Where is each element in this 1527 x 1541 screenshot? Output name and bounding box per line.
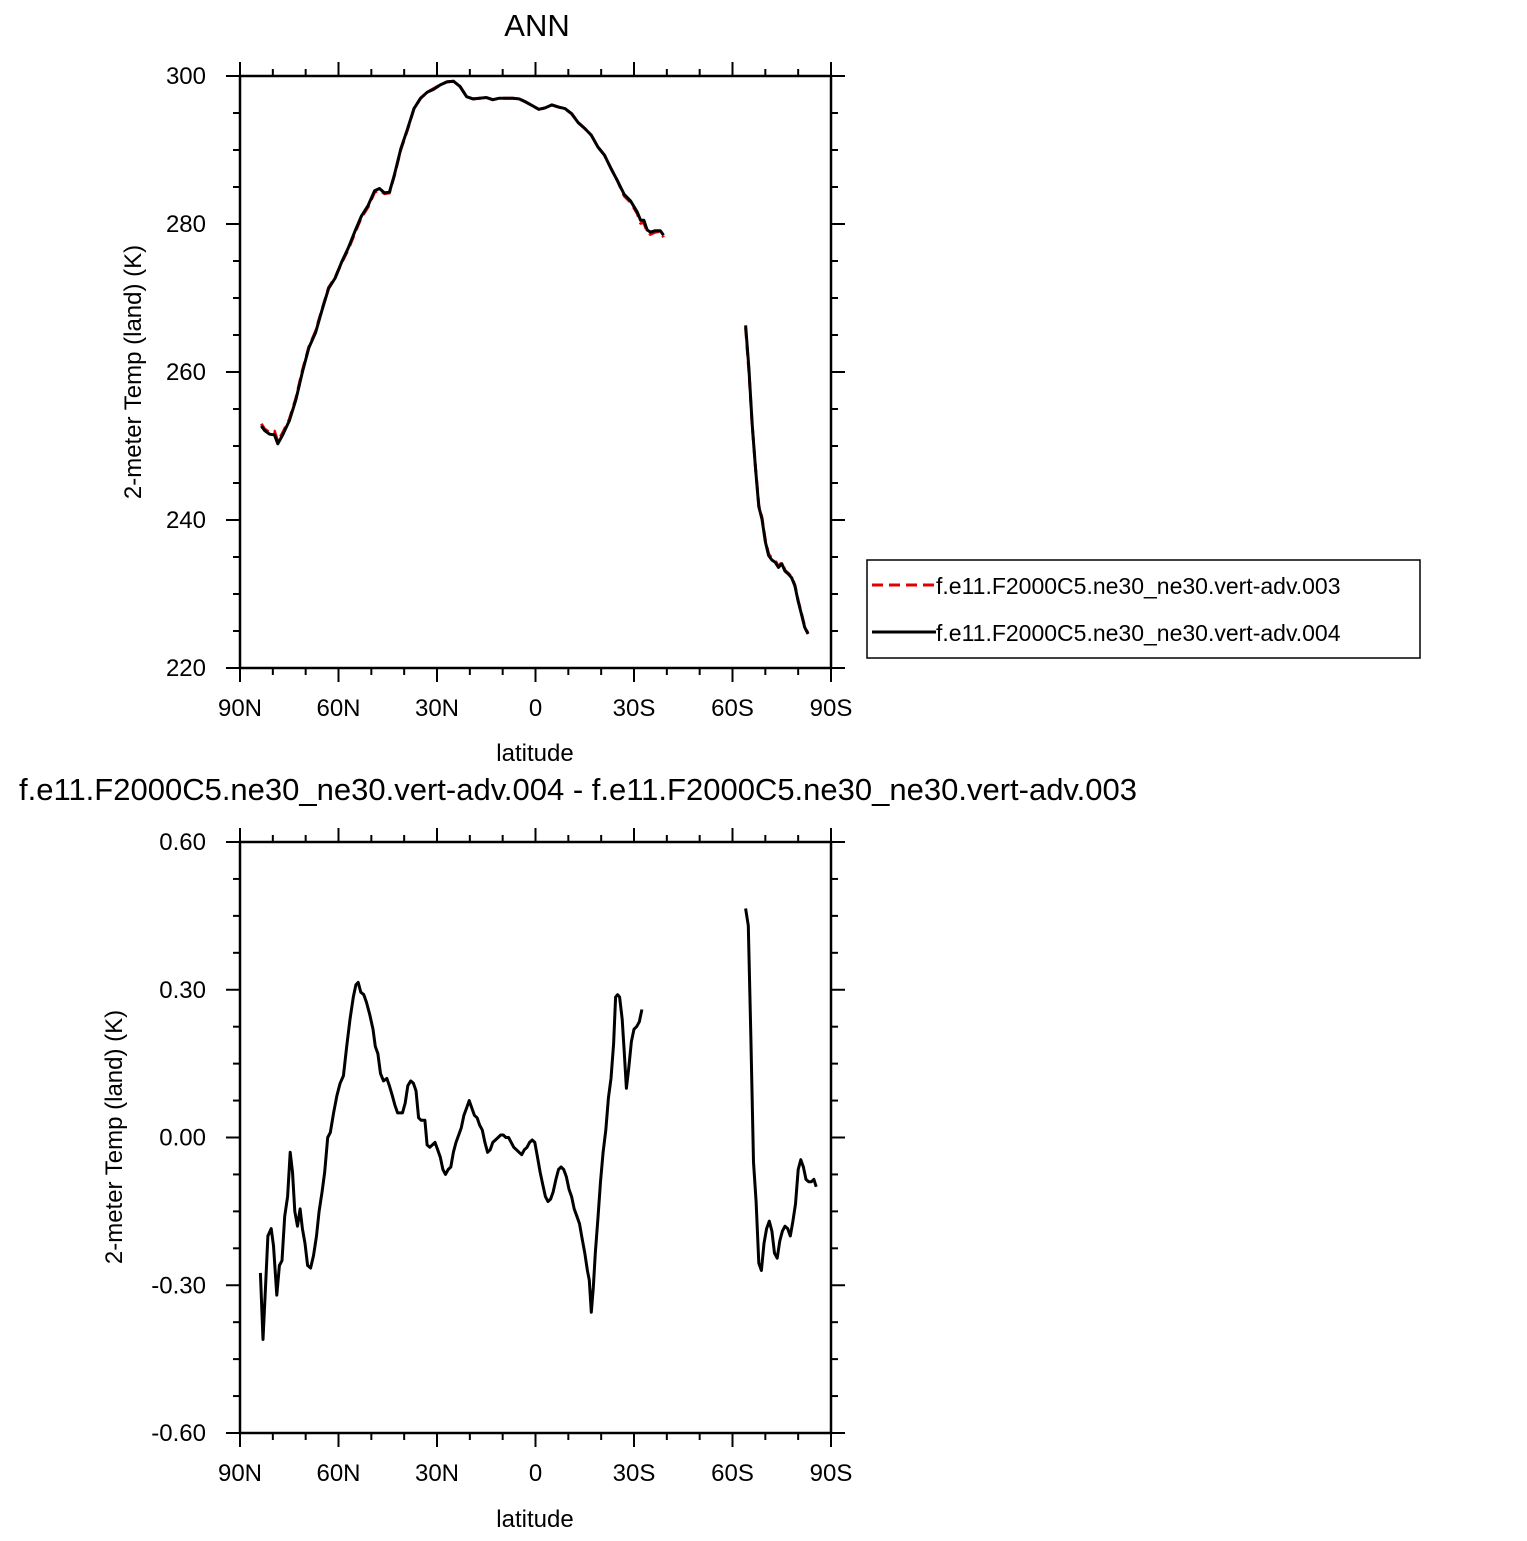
top-panel-axes: 90N 60N 30N 0 30S 60S 90S 220 240 260 280 300: [166, 62, 852, 722]
bottom-panel-y-axis-label: 2-meter Temp (land) (K): [101, 1010, 128, 1264]
top-panel-y-tick-label: 240: [166, 507, 206, 534]
top-panel-title: ANN: [504, 8, 569, 43]
top-panel-x-tick-label: 90S: [810, 695, 853, 722]
legend: f.e11.F2000C5.ne30_ne30.vert-adv.003 f.e…: [866, 559, 1421, 659]
bottom-panel-x-tick-label: 60N: [316, 1460, 360, 1487]
top-panel: ANN 2-meter Temp (land) (K) latitude 90N…: [120, 8, 1421, 767]
top-panel-x-tick-label: 90N: [218, 695, 262, 722]
top-panel-y-tick-label: 220: [166, 655, 206, 682]
bottom-panel-x-tick-label: 0: [529, 1460, 542, 1487]
top-panel-y-axis-label: 2-meter Temp (land) (K): [120, 245, 147, 499]
bottom-panel-x-axis-label: latitude: [496, 1506, 573, 1533]
top-panel-frame: [238, 74, 833, 670]
bottom-panel-series-0-segment-1: [744, 908, 818, 1272]
bottom-panel-y-tick-label: 0.60: [159, 829, 206, 856]
bottom-panel-x-tick-label: 90S: [810, 1460, 853, 1487]
top-panel-y-tick-label: 300: [166, 63, 206, 90]
top-panel-series-1-segment-1: [744, 325, 810, 635]
bottom-panel-y-tick-label: 0.00: [159, 1125, 206, 1152]
bottom-panel-y-tick-label: -0.30: [151, 1272, 206, 1299]
bottom-panel-series-lines: [258, 908, 818, 1341]
bottom-panel: f.e11.F2000C5.ne30_ne30.vert-adv.004 - f…: [19, 772, 1137, 1533]
bottom-panel-x-tick-label: 90N: [218, 1460, 262, 1487]
legend-label-series-003: f.e11.F2000C5.ne30_ne30.vert-adv.003: [936, 573, 1341, 599]
bottom-panel-y-tick-label: -0.60: [151, 1420, 206, 1447]
bottom-panel-title: f.e11.F2000C5.ne30_ne30.vert-adv.004 - f…: [19, 772, 1137, 807]
top-panel-x-tick-label: 60S: [711, 695, 754, 722]
legend-label-series-004: f.e11.F2000C5.ne30_ne30.vert-adv.004: [936, 620, 1341, 646]
top-panel-x-tick-label: 60N: [316, 695, 360, 722]
top-panel-y-tick-label: 280: [166, 211, 206, 238]
top-panel-x-axis-label: latitude: [496, 740, 573, 767]
top-panel-series-0-segment-1: [744, 327, 810, 634]
top-panel-x-tick-label: 30N: [415, 695, 459, 722]
top-panel-x-tick-label: 0: [529, 695, 542, 722]
top-panel-y-tick-label: 260: [166, 359, 206, 386]
bottom-panel-series-0-segment-0: [258, 980, 644, 1341]
bottom-panel-x-tick-label: 60S: [711, 1460, 754, 1487]
top-panel-series-1-segment-0: [260, 79, 665, 446]
top-panel-x-tick-label: 30S: [613, 695, 656, 722]
top-panel-series-0-segment-0: [260, 79, 665, 444]
bottom-panel-y-tick-label: 0.30: [159, 977, 206, 1004]
bottom-panel-axes: 90N 60N 30N 0 30S 60S 90S -0.60 -0.30 0.00 0.30 0.6…: [151, 828, 852, 1487]
bottom-panel-x-tick-label: 30S: [613, 1460, 656, 1487]
bottom-panel-x-tick-label: 30N: [415, 1460, 459, 1487]
top-panel-series-lines: [260, 79, 810, 635]
legend-box: [866, 559, 1421, 659]
